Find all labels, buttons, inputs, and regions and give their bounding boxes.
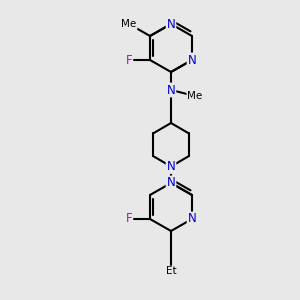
Text: N: N bbox=[167, 160, 176, 173]
Text: F: F bbox=[126, 53, 132, 67]
Text: N: N bbox=[167, 83, 176, 97]
Text: N: N bbox=[188, 212, 196, 226]
Text: N: N bbox=[188, 53, 196, 67]
Text: N: N bbox=[167, 176, 176, 190]
Text: F: F bbox=[126, 212, 132, 226]
Text: Me: Me bbox=[122, 19, 136, 29]
Text: N: N bbox=[167, 17, 176, 31]
Text: Et: Et bbox=[166, 266, 176, 277]
Text: Me: Me bbox=[188, 91, 202, 101]
